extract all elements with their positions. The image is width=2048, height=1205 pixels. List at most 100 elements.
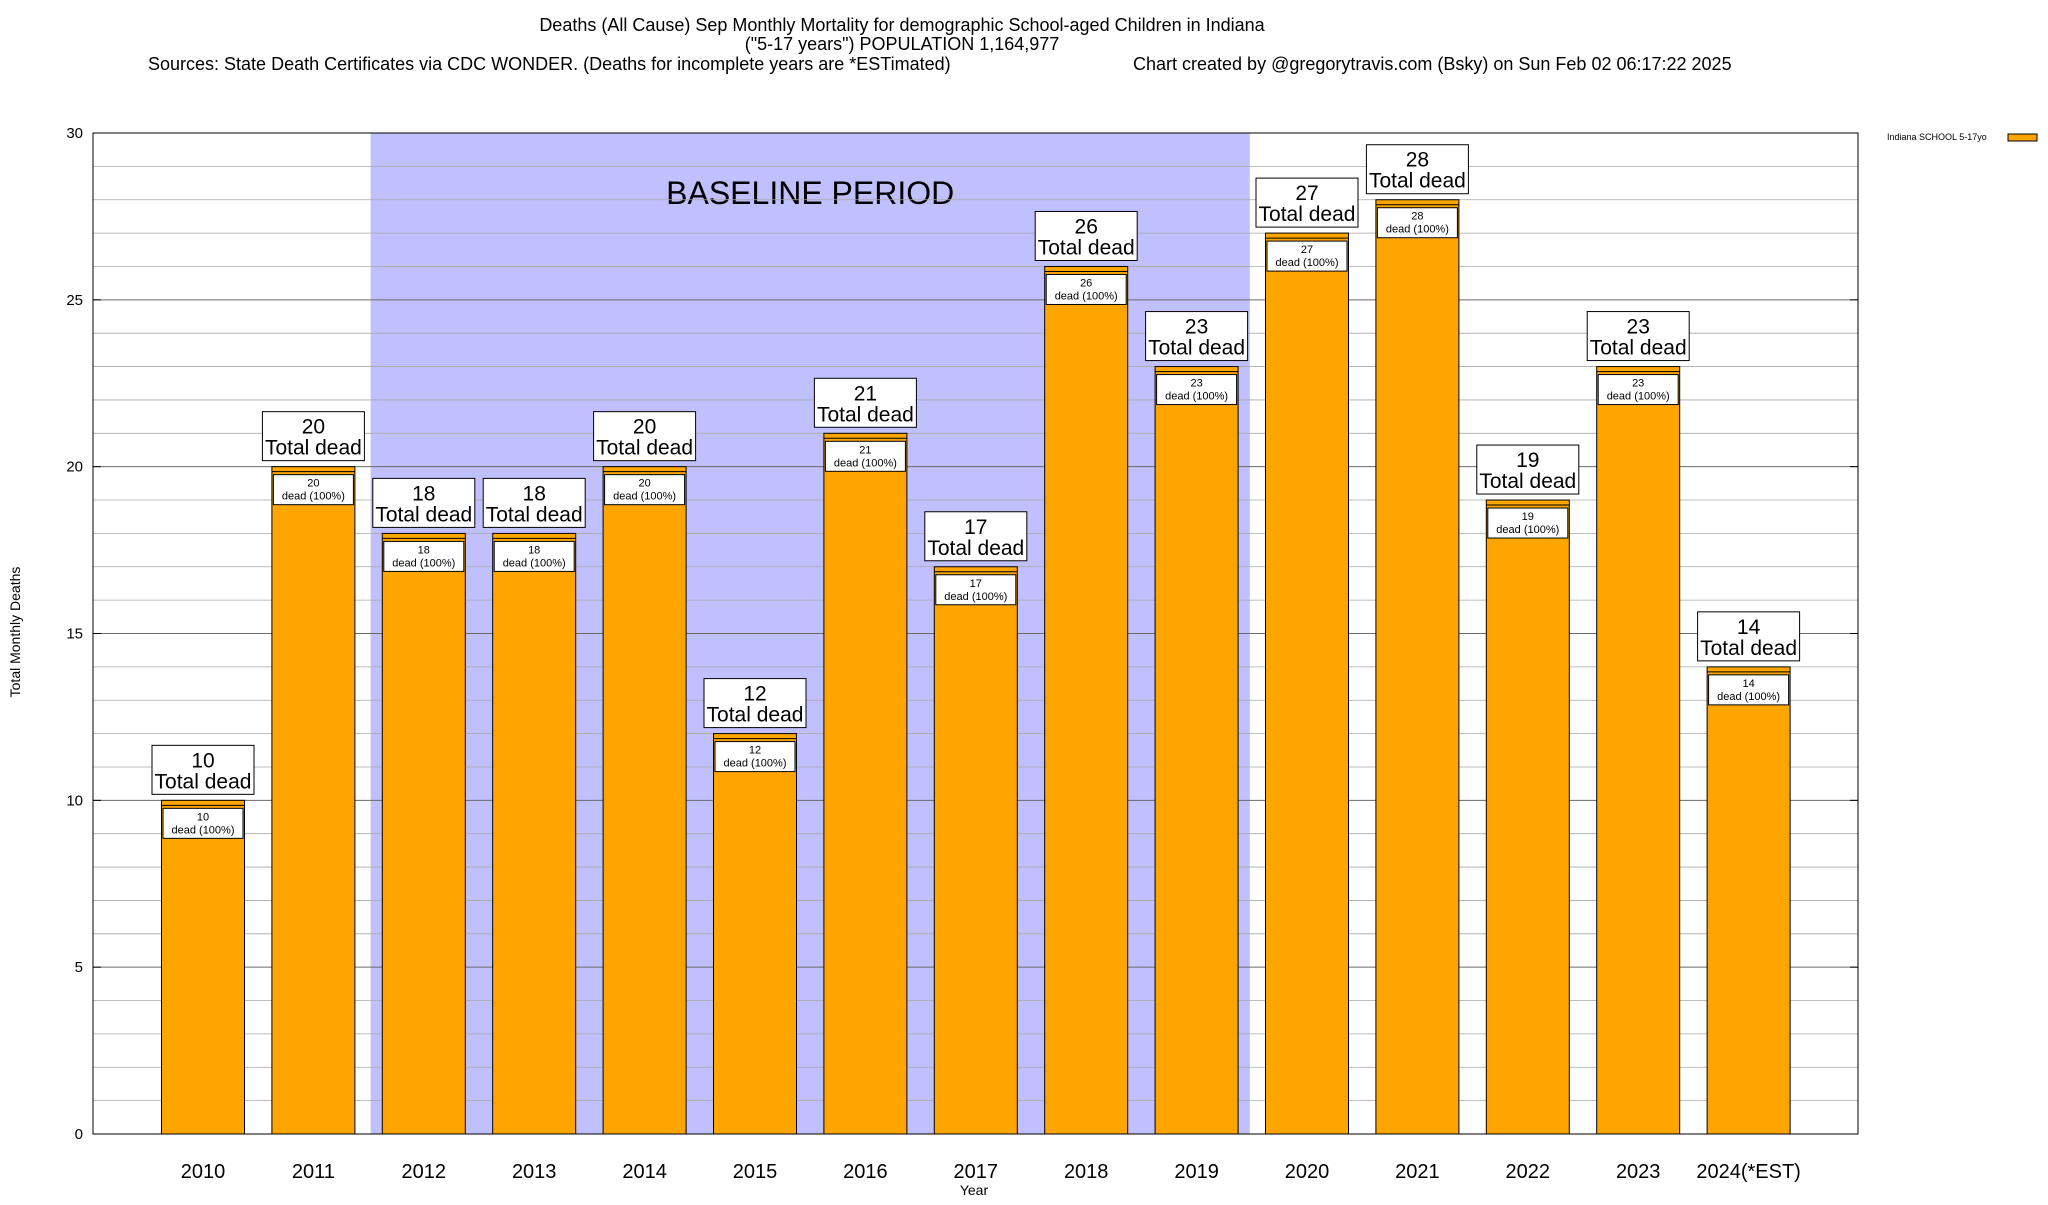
- inner-label-text: dead (100%): [1276, 257, 1339, 269]
- bar-2019: [1154, 366, 1239, 1135]
- bar-2023: [1596, 366, 1681, 1135]
- total-label-box: [1476, 444, 1580, 495]
- x-tick-label: 2013: [512, 1161, 557, 1183]
- total-label-text: Total dead: [1038, 236, 1135, 259]
- x-tick-label: 2018: [1064, 1161, 1109, 1183]
- inner-label-text: dead (100%): [834, 457, 897, 469]
- inner-label-text: dead (100%): [392, 557, 455, 569]
- chart-sources: Sources: State Death Certificates via CD…: [148, 54, 951, 74]
- total-label-box: [924, 511, 1028, 562]
- inner-label-box: [1376, 207, 1458, 239]
- inner-label-text: dead (100%): [1165, 391, 1228, 403]
- total-label-text: Total dead: [265, 437, 362, 460]
- total-label-count: 10: [191, 749, 214, 772]
- total-label-box: [703, 678, 807, 729]
- inner-label-count: 26: [1080, 277, 1092, 289]
- inner-label-text: dead (100%): [282, 491, 345, 503]
- x-tick-label: 2024(*EST): [1696, 1161, 1801, 1183]
- inner-label-text: dead (100%): [944, 591, 1007, 603]
- total-label-count: 21: [854, 382, 877, 405]
- total-label-count: 19: [1516, 449, 1539, 472]
- total-label-box: [813, 377, 917, 428]
- inner-label-count: 14: [1742, 678, 1754, 690]
- inner-label-box: [162, 807, 244, 839]
- total-label-box: [1586, 311, 1690, 362]
- inner-label-box: [493, 540, 575, 572]
- bar-2011: [271, 466, 356, 1135]
- inner-label-count: 10: [197, 811, 209, 823]
- inner-label-box: [383, 540, 465, 572]
- inner-label-text: dead (100%): [172, 824, 235, 836]
- bar-2013: [492, 532, 577, 1135]
- x-tick-label: 2016: [843, 1161, 888, 1183]
- total-label-text: Total dead: [1259, 203, 1356, 226]
- y-tick-label: 10: [66, 792, 83, 809]
- total-label-text: Total dead: [1700, 637, 1797, 660]
- bar-2014: [602, 466, 687, 1135]
- inner-label-count: 23: [1190, 378, 1202, 390]
- x-tick-label: 2014: [622, 1161, 667, 1183]
- inner-label-box: [714, 741, 796, 773]
- legend-entry-label: Indiana SCHOOL 5-17yo: [1887, 132, 1987, 142]
- x-tick-label: 2010: [181, 1161, 226, 1183]
- x-tick-label: 2015: [733, 1161, 778, 1183]
- x-tick-label: 2022: [1506, 1161, 1551, 1183]
- bar-2020: [1265, 232, 1349, 1135]
- total-label-text: Total dead: [375, 503, 472, 526]
- inner-label-box: [1266, 240, 1348, 272]
- inner-label-count: 28: [1411, 211, 1423, 223]
- total-label-count: 12: [743, 683, 766, 706]
- inner-label-count: 20: [638, 478, 650, 490]
- inner-label-count: 19: [1522, 511, 1534, 523]
- bars-layer: [161, 199, 1791, 1135]
- y-axis-label: Total Monthly Deaths: [7, 567, 23, 698]
- bar-2015: [713, 733, 797, 1135]
- legend-swatch: [2007, 133, 2038, 142]
- inner-label-text: dead (100%): [724, 758, 787, 770]
- y-tick-label: 5: [75, 959, 83, 976]
- total-label-box: [151, 744, 255, 795]
- inner-label-count: 21: [859, 444, 871, 456]
- total-label-count: 17: [964, 516, 987, 539]
- inner-label-text: dead (100%): [1055, 290, 1118, 302]
- total-label-text: Total dead: [1479, 470, 1576, 493]
- y-tick-label: 0: [75, 1126, 83, 1143]
- total-label-count: 18: [523, 482, 546, 505]
- x-tick-label: 2021: [1395, 1161, 1440, 1183]
- inner-label-box: [1487, 507, 1569, 539]
- y-tick-label: 15: [66, 626, 83, 643]
- total-label-text: Total dead: [486, 503, 583, 526]
- total-label-count: 28: [1406, 149, 1429, 172]
- bar-2016: [823, 432, 908, 1135]
- total-label-count: 23: [1627, 316, 1650, 339]
- total-label-text: Total dead: [596, 437, 693, 460]
- inner-label-count: 17: [970, 578, 982, 590]
- total-label-count: 18: [412, 482, 435, 505]
- inner-label-box: [824, 440, 906, 472]
- total-label-count: 23: [1185, 316, 1208, 339]
- total-label-box: [1145, 311, 1249, 362]
- inner-label-box: [1597, 374, 1679, 406]
- total-label-count: 20: [633, 416, 656, 439]
- total-label-count: 26: [1075, 215, 1098, 238]
- total-label-box: [372, 477, 476, 528]
- chart-title: Deaths (All Cause) Sep Monthly Mortality…: [539, 15, 1265, 35]
- chart-credit: Chart created by @gregorytravis.com (Bsk…: [1133, 54, 1732, 74]
- total-label-count: 14: [1737, 616, 1761, 639]
- x-tick-label: 2017: [954, 1161, 999, 1183]
- y-tick-label: 30: [66, 125, 83, 142]
- inner-label-text: dead (100%): [1717, 691, 1780, 703]
- total-label-box: [1255, 177, 1359, 228]
- total-label-box: [1034, 210, 1138, 261]
- legend-layer: Indiana SCHOOL 5-17yo: [1887, 132, 2038, 142]
- bar-2024(*EST): [1706, 666, 1791, 1135]
- total-label-text: Total dead: [1369, 170, 1466, 193]
- inner-label-box: [1156, 374, 1238, 406]
- chart-subtitle: ("5-17 years") POPULATION 1,164,977: [745, 34, 1060, 54]
- inner-label-count: 20: [307, 478, 319, 490]
- bar-2017: [933, 566, 1018, 1135]
- total-label-text: Total dead: [707, 704, 804, 727]
